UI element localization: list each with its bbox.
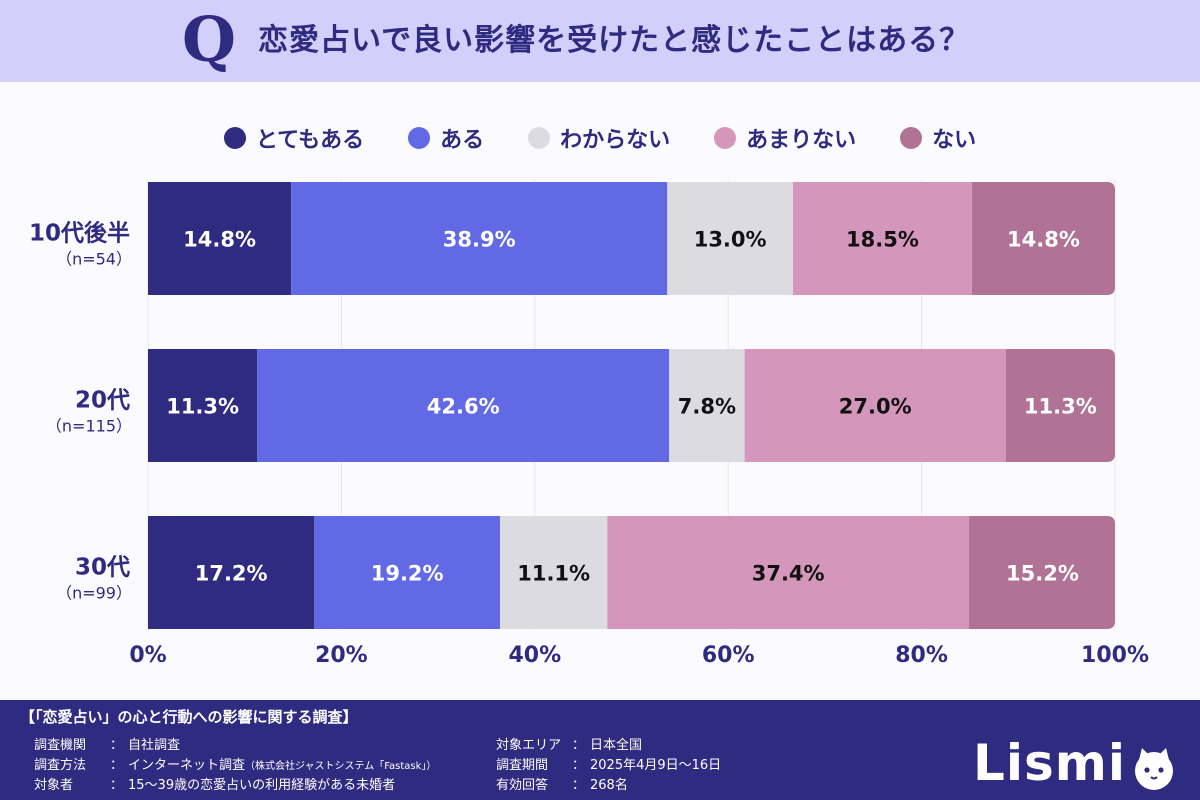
bar-segment: [499, 516, 608, 629]
category-sample-size: （n=115）: [46, 417, 132, 436]
stacked-bar-chart: 14.8% 38.9% 13.0% 18.5% 14.8% 10代後半 （n=54） 11.3…: [29, 180, 1149, 668]
info-value: インターネット調査: [128, 758, 246, 773]
info-row-area: 対象エリア ： 日本全国: [496, 734, 642, 753]
lismi-logo: Lismi: [958, 734, 1178, 794]
logo-text: Lismi: [973, 734, 1126, 792]
bar-segment: [257, 349, 670, 462]
x-tick-label: 0%: [129, 643, 166, 668]
x-tick-label: 100%: [1081, 643, 1149, 668]
bar-value-label: 27.0%: [839, 395, 912, 419]
q-icon: Q: [182, 6, 236, 76]
bar-segment: [792, 182, 972, 295]
bar-segment: [607, 516, 969, 629]
bar-value-label: 15.2%: [1006, 562, 1079, 586]
cat-icon: [1135, 748, 1173, 790]
bar-value-label: 14.8%: [183, 228, 256, 252]
legend-swatch-1: [408, 127, 431, 149]
legend-swatch-0: [223, 127, 246, 149]
footer-panel: 【「恋愛占い」の心と行動への影響に関する調査】 調査機関 ： 自社調査 調査方法 ： イ…: [0, 700, 1200, 800]
bar-segment: [148, 182, 292, 295]
info-sep: ：: [572, 778, 586, 793]
bar-segment: [669, 349, 745, 462]
info-row-responses: 有効回答 ： 268名: [496, 774, 628, 793]
info-key: 有効回答: [496, 778, 549, 793]
header-bar: Q 恋愛占いで良い影響を受けたと感じたことはある？: [0, 0, 1200, 82]
category-label: 10代後半: [29, 220, 130, 247]
info-row-org: 調査機関 ： 自社調査: [34, 734, 180, 753]
info-value: 日本全国: [590, 738, 643, 753]
bar-value-label: 18.5%: [846, 228, 919, 252]
legend-swatch-4: [900, 127, 923, 149]
info-key: 調査期間: [496, 758, 549, 773]
info-sep: ：: [110, 758, 124, 773]
bar-segment: [148, 349, 258, 462]
info-key: 調査機関: [34, 738, 87, 753]
category-sample-size: （n=99）: [56, 584, 132, 603]
survey-title: 【「恋愛占い」の心と行動への影響に関する調査】: [20, 708, 358, 726]
bar-value-label: 19.2%: [371, 562, 444, 586]
bar-segment: [291, 182, 668, 295]
info-value: 268名: [590, 778, 628, 793]
legend-label-0: とてもある: [255, 128, 365, 153]
bar-segment: [744, 349, 1006, 462]
bar-segment: [1005, 349, 1115, 462]
bar-segment: [968, 516, 1115, 629]
bar-segment: [667, 182, 793, 295]
bar-value-label: 14.8%: [1007, 228, 1080, 252]
legend-label-2: わからない: [560, 128, 671, 153]
category-label: 20代: [75, 388, 130, 414]
bar-row: [148, 182, 1115, 295]
bar-row: [148, 516, 1115, 629]
info-row-period: 調査期間 ： 2025年4月9日～16日: [496, 754, 721, 773]
question-title: 恋愛占いで良い影響を受けたと感じたことはある？: [258, 23, 971, 58]
legend-item-0: とてもある: [223, 122, 365, 154]
bar-value-label: 17.2%: [195, 562, 268, 586]
legend-item-2: わからない: [528, 122, 670, 154]
bar-value-label: 42.6%: [427, 395, 500, 419]
bar-segment: [314, 516, 500, 629]
legend-item-3: あまりない: [714, 122, 856, 154]
x-tick-label: 40%: [508, 643, 561, 668]
category-label: 30代: [75, 555, 130, 581]
legend-swatch-2: [528, 127, 551, 149]
bar-value-label: 13.0%: [694, 228, 767, 252]
bar-value-label: 11.3%: [166, 395, 239, 419]
info-value: 自社調査: [128, 738, 181, 753]
x-tick-label: 80%: [895, 643, 948, 668]
legend-item-1: ある: [408, 122, 484, 154]
info-sep: ：: [572, 758, 586, 773]
bar-value-label: 11.3%: [1024, 395, 1097, 419]
info-key: 対象エリア: [496, 738, 562, 753]
info-sep: ：: [572, 738, 586, 753]
info-value: 2025年4月9日～16日: [590, 758, 722, 773]
info-sep: ：: [110, 738, 124, 753]
bar-row: [148, 349, 1115, 462]
legend-label-3: あまりない: [746, 128, 857, 153]
bar-value-label: 38.9%: [443, 228, 516, 252]
info-key: 調査方法: [34, 758, 87, 773]
info-sep: ：: [110, 778, 124, 793]
x-tick-label: 20%: [315, 643, 368, 668]
legend-label-4: ない: [932, 128, 977, 153]
x-tick-label: 60%: [702, 643, 755, 668]
bar-value-label: 7.8%: [678, 395, 736, 419]
bar-value-label: 37.4%: [752, 562, 825, 586]
legend-label-1: ある: [440, 128, 485, 153]
category-sample-size: （n=54）: [56, 250, 132, 269]
bar-segment: [148, 516, 315, 629]
legend-swatch-3: [714, 127, 737, 149]
info-row-target: 対象者 ： 15～39歳の恋愛占いの利用経験がある未婚者: [34, 774, 395, 793]
info-value: 15～39歳の恋愛占いの利用経験がある未婚者: [128, 778, 396, 793]
chart-legend: とてもある ある わからない あまりない ない: [0, 118, 1200, 158]
bar-value-label: 11.1%: [517, 562, 590, 586]
q-letter: Q: [182, 6, 236, 76]
info-row-method: 調査方法 ： インターネット調査（株式会社ジャストシステム「Fastask」）: [34, 754, 436, 773]
bar-segment: [971, 182, 1115, 295]
info-key: 対象者: [34, 778, 74, 793]
info-value-note: （株式会社ジャストシステム「Fastask」）: [245, 761, 437, 772]
legend-item-4: ない: [900, 122, 976, 154]
